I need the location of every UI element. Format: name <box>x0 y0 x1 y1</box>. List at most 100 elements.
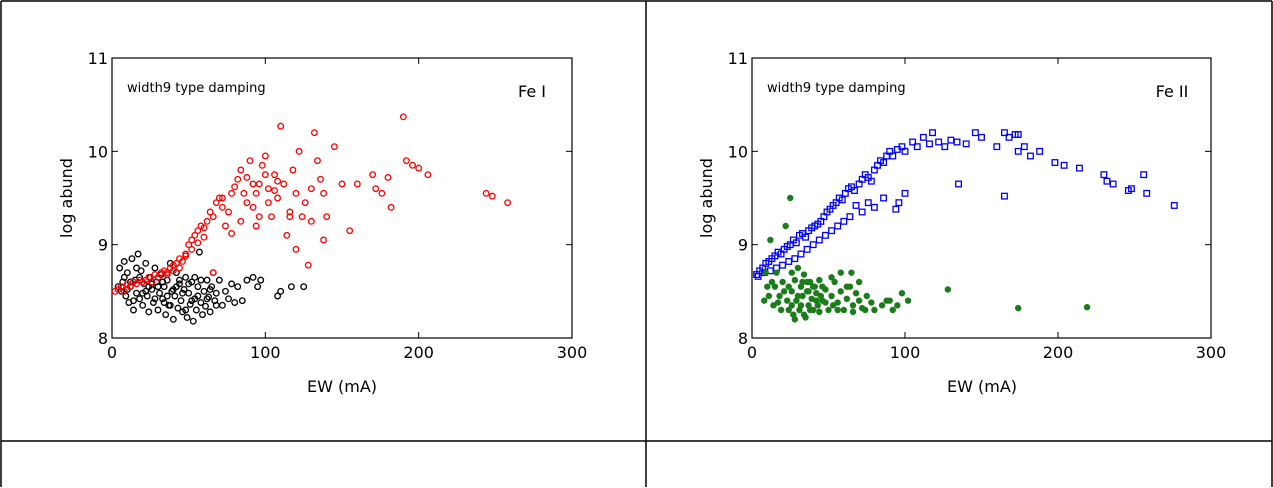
data-point <box>904 297 912 304</box>
data-point <box>852 290 860 297</box>
data-point <box>182 306 190 314</box>
data-point <box>504 199 512 207</box>
data-point <box>387 203 395 211</box>
data-point <box>838 196 846 204</box>
data-point <box>867 177 875 185</box>
data-point <box>231 299 239 306</box>
data-point <box>791 316 799 323</box>
data-point <box>292 245 300 253</box>
data-point <box>154 306 162 314</box>
data-point <box>971 129 979 137</box>
data-point <box>1124 187 1132 194</box>
species-label: Fe II <box>1156 82 1189 101</box>
data-point <box>117 283 125 291</box>
data-point <box>243 174 251 181</box>
data-point <box>231 183 239 191</box>
data-point <box>206 286 214 293</box>
data-point <box>249 273 257 281</box>
data-point <box>773 269 780 276</box>
data-point <box>142 259 150 267</box>
tick-labels: 0 100 200 300 8 9 10 11 <box>728 49 1227 362</box>
data-point <box>283 231 291 239</box>
data-point <box>177 297 185 305</box>
data-point <box>338 180 346 188</box>
data-point <box>203 276 211 284</box>
data-point <box>169 267 177 275</box>
data-point <box>919 133 927 141</box>
data-point <box>771 283 779 290</box>
data-point <box>848 269 855 276</box>
data-point <box>120 273 128 281</box>
data-point <box>264 185 272 193</box>
data-point <box>1143 189 1151 197</box>
data-point <box>271 171 278 179</box>
data-point <box>149 299 157 306</box>
data-point <box>785 283 792 290</box>
data-point <box>202 302 209 310</box>
data-point <box>1027 152 1034 160</box>
data-point <box>145 273 153 281</box>
data-point <box>815 236 823 244</box>
data-point <box>1140 171 1148 179</box>
data-point <box>222 222 229 230</box>
data-point <box>402 157 410 165</box>
data-point <box>298 213 306 221</box>
data-point <box>261 152 269 160</box>
data-point <box>821 231 829 239</box>
data-point <box>797 250 805 258</box>
data-point <box>274 177 282 185</box>
data-point <box>130 306 137 314</box>
data-point <box>320 236 328 244</box>
data-point <box>488 192 496 200</box>
data-point <box>837 269 844 276</box>
y-tick-label: 8 <box>98 329 108 348</box>
data-point <box>228 230 236 237</box>
data-point <box>878 302 886 309</box>
data-point <box>962 140 970 148</box>
data-point <box>770 302 777 309</box>
data-point <box>304 261 312 269</box>
data-point <box>159 278 167 286</box>
data-point <box>849 302 857 309</box>
data-point <box>880 194 888 202</box>
data-point <box>851 187 858 194</box>
data-point <box>1060 161 1068 169</box>
data-point <box>1001 192 1008 200</box>
data-point <box>130 297 137 305</box>
x-tick-label: 100 <box>890 343 921 362</box>
data-point <box>794 264 802 272</box>
data-point <box>237 217 245 225</box>
data-point <box>372 185 380 193</box>
data-point <box>482 189 490 197</box>
data-point <box>277 287 285 295</box>
data-point <box>206 308 214 316</box>
data-point <box>154 283 162 291</box>
data-point <box>215 276 223 284</box>
x-tick-label: 0 <box>747 343 757 362</box>
data-point <box>1001 129 1008 137</box>
data-point <box>307 217 315 225</box>
data-point <box>156 289 163 297</box>
data-point <box>261 171 269 179</box>
data-point <box>787 194 794 202</box>
scatter-marks <box>111 113 512 325</box>
data-point <box>287 283 295 291</box>
data-point <box>1051 159 1059 166</box>
data-point <box>197 299 205 306</box>
scatter-marks <box>753 129 1178 323</box>
x-tick-label: 0 <box>107 343 117 362</box>
data-point <box>799 278 806 286</box>
data-point <box>252 189 260 197</box>
data-point <box>317 175 324 183</box>
data-point <box>802 233 809 241</box>
data-point <box>810 283 817 290</box>
data-point <box>855 278 863 286</box>
data-point <box>805 288 812 295</box>
data-point <box>209 269 217 277</box>
data-point <box>225 208 232 216</box>
data-point <box>1100 171 1108 179</box>
data-point <box>120 258 128 265</box>
x-tick-label: 100 <box>250 343 281 362</box>
data-point <box>301 199 309 207</box>
